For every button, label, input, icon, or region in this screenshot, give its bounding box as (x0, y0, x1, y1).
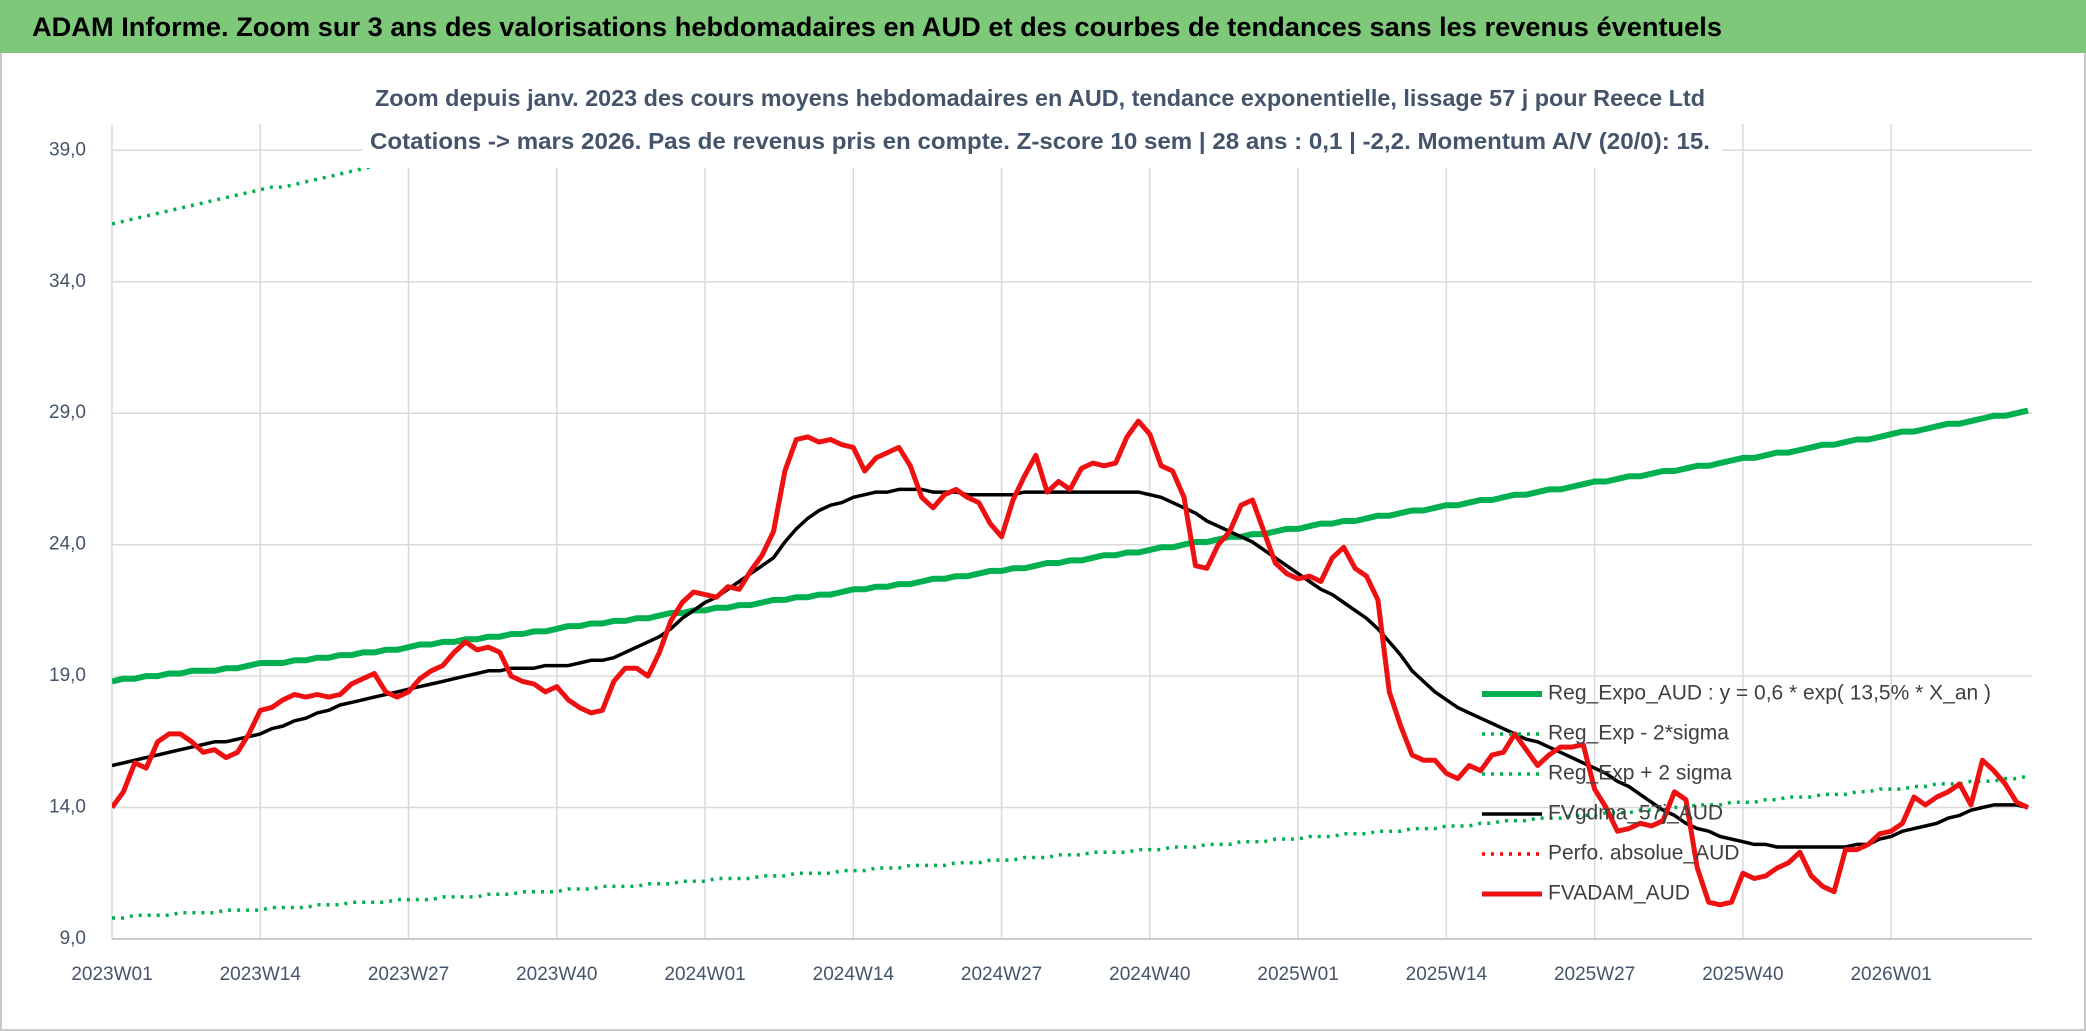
x-tick-label: 2023W40 (516, 964, 597, 985)
y-tick-label: 19,0 (49, 665, 86, 686)
x-tick-label: 2023W14 (220, 964, 302, 985)
y-tick-label: 34,0 (49, 271, 86, 292)
series-line (112, 487, 2029, 849)
x-tick-label: 2023W27 (368, 964, 449, 985)
legend-label: FVgdma_57j_AUD (1548, 802, 1723, 825)
plot-lines (112, 122, 2030, 920)
subtitle-background (362, 80, 1722, 168)
legend-label: Reg_Expo_AUD : y = 0,6 * exp( 13,5% * X_… (1548, 682, 1991, 705)
x-tick-label: 2026W01 (1850, 964, 1931, 985)
x-tick-label: 2025W14 (1406, 964, 1488, 985)
grid: 9,0 14,0 19,0 24,0 29,0 34,0 39,0 2023W01 2023W1… (49, 124, 2032, 985)
header-band (0, 0, 2086, 53)
x-tick-label: 2025W40 (1702, 964, 1783, 985)
subtitle-line: Cotations -> mars 2026. Pas de revenus p… (370, 128, 1710, 154)
x-tick-label: 2024W27 (961, 964, 1042, 985)
subtitle-line: Zoom depuis janv. 2023 des cours moyens … (375, 85, 1705, 111)
y-tick-label: 14,0 (49, 797, 86, 818)
series-line (112, 418, 2030, 908)
y-tick-label: 39,0 (49, 139, 86, 160)
legend-label: Perfo. absolue_AUD (1548, 842, 1739, 865)
x-tick-label: 2024W01 (664, 964, 745, 985)
legend-label: FVADAM_AUD (1548, 882, 1690, 905)
y-tick-label: 9,0 (60, 928, 86, 949)
x-tick-label: 2024W40 (1109, 964, 1190, 985)
y-tick-label: 24,0 (49, 534, 86, 555)
chart-title: ADAM Informe. Zoom sur 3 ans des valoris… (32, 12, 1722, 42)
y-tick-label: 29,0 (49, 402, 86, 423)
x-tick-label: 2023W01 (71, 964, 152, 985)
legend-label: Reg_Exp + 2 sigma (1548, 762, 1732, 785)
legend-label: Reg_Exp - 2*sigma (1548, 722, 1729, 745)
series-line (112, 407, 2029, 685)
x-tick-label: 2024W14 (813, 964, 895, 985)
legend: Reg_Expo_AUD : y = 0,6 * exp( 13,5% * X_… (1482, 682, 1991, 905)
x-tick-label: 2025W01 (1257, 964, 1338, 985)
series-line (112, 774, 2029, 920)
x-tick-label: 2025W27 (1554, 964, 1635, 985)
